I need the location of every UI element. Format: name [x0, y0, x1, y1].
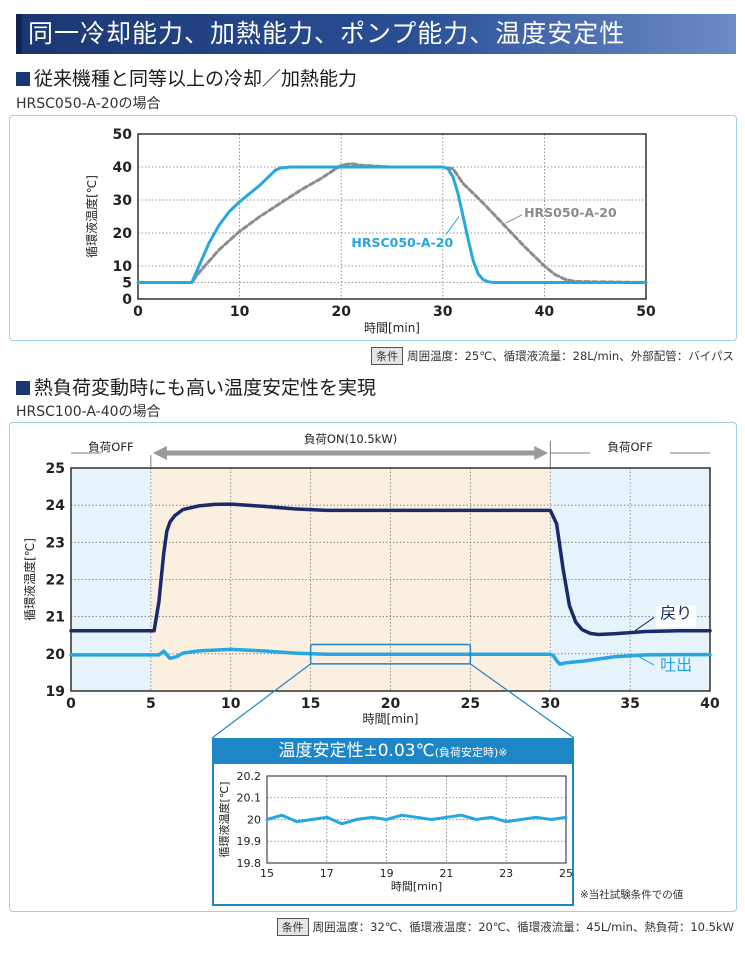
x-axis-label: 時間[min] [363, 712, 419, 726]
y-tick-label: 25 [46, 461, 65, 477]
y-tick-label: 20.1 [237, 792, 262, 805]
load-on-arrow-head-right [534, 446, 549, 460]
section2-subheading: HRSC100-A-40の場合 [16, 404, 161, 420]
x-tick-label: 30 [541, 696, 561, 712]
section1-heading-text: 従来機種と同等以上の冷却／加熱能力 [34, 68, 358, 90]
y-tick-label: 50 [113, 127, 133, 143]
band-label-on: 負荷ON(10.5kW) [304, 432, 397, 446]
y-tick-label: 21 [46, 610, 65, 626]
x-axis-label: 時間[min] [364, 321, 420, 335]
x-tick-label: 50 [636, 304, 656, 320]
callout-line-discharge [634, 654, 655, 666]
annotation-discharge: 吐出 [660, 656, 692, 675]
page-title: 同一冷却能力、加熱能力、ポンプ能力、温度安定性 [16, 14, 736, 54]
inset-box: 15 17 19 21 23 25 19.8 19.9 20 20.1 20.2 時間[min] 循環液… [212, 738, 574, 906]
chart3-svg: 15 17 19 21 23 25 19.8 19.9 20 20.1 20.2 時間[min] 循環液… [217, 770, 572, 893]
callout-line-return [634, 616, 655, 632]
x-tick-label: 25 [559, 867, 572, 880]
condition-tag: 条件 [276, 918, 309, 936]
section-marker-icon [16, 381, 30, 395]
section-marker-icon [16, 72, 30, 86]
callout-line-hrsc050 [445, 216, 460, 235]
y-axis-label: 循環液温度[℃] [22, 538, 37, 621]
y-tick-label: 20 [46, 647, 66, 663]
y-tick-label: 40 [113, 160, 133, 176]
x-tick-label: 10 [230, 304, 250, 320]
plot-frame [70, 467, 711, 692]
inset-title: 温度安定性±0.03℃(負荷安定時)※ [212, 738, 574, 764]
x-tick-label: 5 [146, 696, 156, 712]
y-axis-label: 循環液温度[℃] [84, 175, 99, 258]
x-tick-label: 40 [700, 696, 720, 712]
page-title-text: 同一冷却能力、加熱能力、ポンプ能力、温度安定性 [28, 19, 626, 48]
series-line-hrsc050 [136, 165, 648, 284]
y-tick-label: 20 [247, 813, 261, 826]
y-axis-label: 循環液温度[℃] [217, 782, 231, 858]
y-tick-label: 20 [113, 226, 133, 242]
x-tick-label: 0 [133, 304, 143, 320]
x-tick-label: 35 [620, 696, 639, 712]
y-tick-label: 24 [46, 498, 66, 514]
x-tick-label: 23 [499, 867, 513, 880]
section1-heading: 従来機種と同等以上の冷却／加熱能力 [16, 64, 357, 91]
annotation-bg-return [656, 605, 697, 628]
zoom-connector-right [470, 663, 575, 739]
x-tick-label: 15 [260, 867, 274, 880]
section2-condition: 条件 周囲温度：32℃、循環液温度：20℃、循環液流量：45L/min、熱負荷：1… [276, 918, 734, 936]
condition-tag: 条件 [371, 347, 404, 365]
x-tick-label: 30 [433, 304, 453, 320]
series-line-return [69, 502, 712, 637]
x-tick-label: 40 [535, 304, 555, 320]
x-tick-label: 19 [380, 867, 394, 880]
section2-heading: 熱負荷変動時にも高い温度安定性を実現 [16, 373, 376, 400]
x-axis-label: 時間[min] [391, 880, 442, 893]
x-tick-label: 0 [66, 696, 76, 712]
section1-condition: 条件 周囲温度：25℃、循環液流量：28L/min、外部配管：バイパス [371, 347, 734, 365]
zoom-rectangle [309, 643, 472, 665]
section2-heading-text: 熱負荷変動時にも高い温度安定性を実現 [34, 377, 377, 399]
y-tick-label: 23 [46, 535, 65, 551]
y-tick-label: 19 [46, 684, 65, 700]
plot-frame [137, 133, 647, 300]
x-tick-label: 21 [439, 867, 453, 880]
inset-title-note: (負荷安定時) [434, 746, 499, 759]
band-label-off-left: 負荷OFF [88, 440, 133, 454]
zoom-connector-left [211, 663, 311, 739]
inset-title-text: 温度安定性±0.03℃ [278, 741, 435, 761]
series-line-discharge [69, 647, 712, 666]
series-line-hrs050 [136, 162, 648, 284]
y-tick-label: 22 [46, 573, 65, 589]
x-tick-label: 17 [320, 867, 334, 880]
y-tick-label: 0 [122, 292, 132, 308]
section1-subheading: HRSC050-A-20の場合 [16, 96, 161, 112]
x-tick-label: 10 [221, 696, 241, 712]
annotation-return: 戻り [660, 604, 692, 623]
condition-text: 周囲温度：25℃、循環液流量：28L/min、外部配管：バイパス [407, 349, 734, 363]
y-tick-label: 19.9 [237, 835, 262, 848]
x-tick-label: 25 [461, 696, 480, 712]
y-tick-label: 19.8 [237, 857, 262, 870]
condition-text: 周囲温度：32℃、循環液温度：20℃、循環液流量：45L/min、熱負荷：10.… [312, 920, 734, 934]
load-on-region [150, 468, 551, 691]
chart1-panel: 0 10 20 30 40 50 0 5 10 20 30 40 50 時間[min] 循環液温度[℃] HR… [9, 115, 737, 341]
series-label-hrsc050: HRSC050-A-20 [351, 235, 453, 250]
y-tick-label: 5 [122, 276, 132, 292]
footnote: ※当社試験条件での値 [580, 889, 684, 901]
callout-line-hrs050 [505, 214, 523, 224]
y-tick-label: 20.2 [237, 770, 262, 783]
x-tick-label: 20 [331, 304, 351, 320]
series-label-hrs050: HRS050-A-20 [524, 205, 617, 220]
inset-title-mark: ※ [498, 746, 508, 759]
x-tick-label: 20 [381, 696, 401, 712]
chart2-svg: 0 5 10 15 20 25 30 35 40 19 20 21 22 23 24 25 時間[min] 循環液… [22, 432, 720, 739]
series-line-discharge-zoom [265, 813, 568, 826]
band-label-off-right: 負荷OFF [607, 440, 652, 454]
y-tick-label: 10 [113, 259, 133, 275]
x-tick-label: 15 [301, 696, 320, 712]
band-label-bg [590, 441, 671, 455]
y-tick-label: 30 [113, 193, 133, 209]
load-on-arrow-head-left [152, 446, 167, 460]
